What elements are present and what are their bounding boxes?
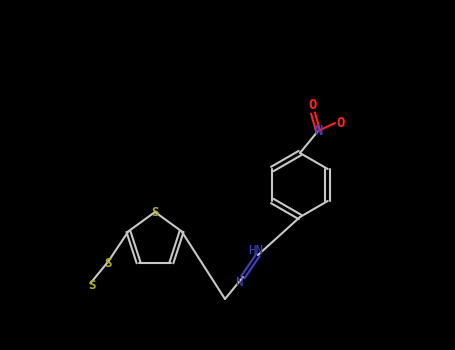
Text: O: O	[337, 116, 345, 130]
Text: S: S	[105, 257, 112, 270]
Text: N: N	[314, 124, 322, 138]
Text: HN: HN	[248, 245, 263, 258]
Text: S: S	[89, 279, 96, 292]
Text: N: N	[235, 276, 243, 289]
Text: S: S	[151, 205, 159, 218]
Text: O: O	[309, 98, 317, 112]
